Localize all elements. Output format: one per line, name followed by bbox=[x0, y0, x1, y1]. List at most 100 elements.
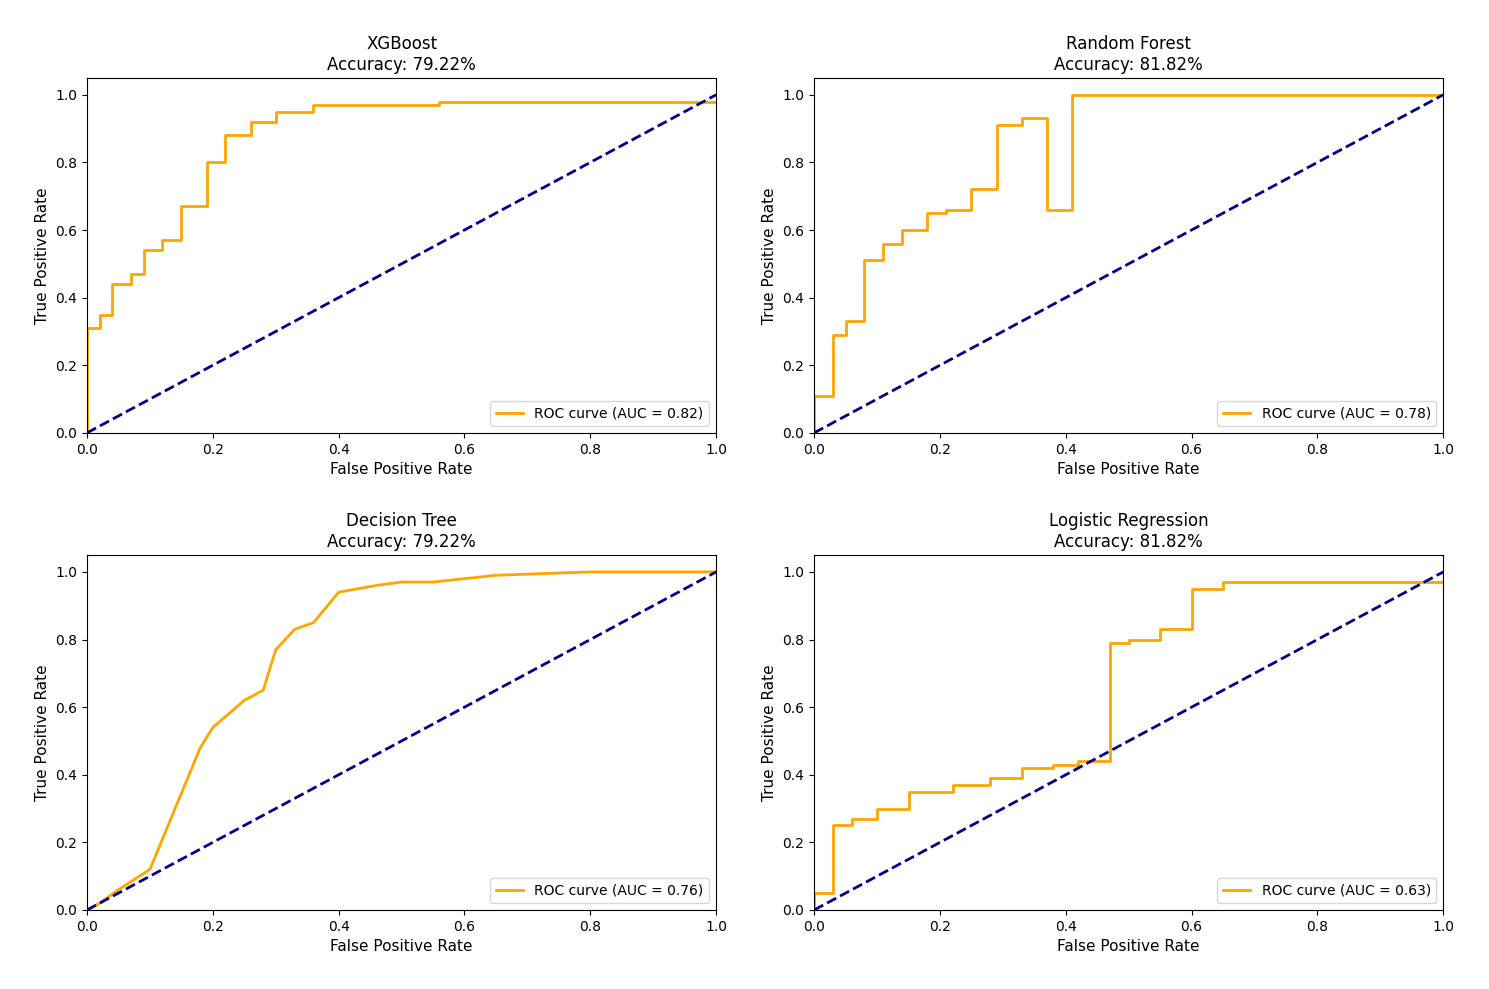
ROC curve (AUC = 0.63) bbox=[1182, 583, 1200, 594]
ROC curve (AUC = 0.78) bbox=[837, 315, 855, 327]
ROC curve (AUC = 0.78) bbox=[893, 225, 911, 236]
Title: Logistic Regression
Accuracy: 81.82%: Logistic Regression Accuracy: 81.82% bbox=[1048, 512, 1209, 551]
ROC curve (AUC = 0.63) bbox=[1100, 637, 1118, 649]
ROC curve (AUC = 0.82) bbox=[481, 96, 499, 108]
Line: ROC curve (AUC = 0.63): ROC curve (AUC = 0.63) bbox=[814, 583, 1443, 910]
ROC curve (AUC = 0.82) bbox=[91, 309, 109, 320]
ROC curve (AUC = 0.78) bbox=[1063, 89, 1081, 101]
ROC curve (AUC = 0.76) bbox=[141, 863, 159, 875]
ROC curve (AUC = 0.63) bbox=[1434, 577, 1452, 588]
X-axis label: False Positive Rate: False Positive Rate bbox=[331, 462, 474, 477]
ROC curve (AUC = 0.63) bbox=[899, 803, 917, 815]
ROC curve (AUC = 0.78) bbox=[937, 207, 954, 219]
ROC curve (AUC = 0.63) bbox=[1013, 772, 1030, 784]
ROC curve (AUC = 0.82) bbox=[481, 96, 499, 108]
ROC curve (AUC = 0.78) bbox=[1038, 204, 1056, 216]
ROC curve (AUC = 0.63) bbox=[981, 772, 999, 784]
X-axis label: False Positive Rate: False Positive Rate bbox=[1057, 462, 1200, 477]
ROC curve (AUC = 0.63) bbox=[1120, 634, 1138, 646]
Y-axis label: True Positive Rate: True Positive Rate bbox=[762, 187, 777, 323]
ROC curve (AUC = 0.82) bbox=[122, 268, 140, 280]
ROC curve (AUC = 0.76) bbox=[267, 644, 284, 656]
ROC curve (AUC = 0.76) bbox=[235, 694, 253, 706]
ROC curve (AUC = 0.63) bbox=[1069, 756, 1087, 767]
ROC curve (AUC = 0.76) bbox=[91, 897, 109, 909]
ROC curve (AUC = 0.78) bbox=[823, 329, 841, 341]
Legend: ROC curve (AUC = 0.76): ROC curve (AUC = 0.76) bbox=[490, 878, 709, 903]
ROC curve (AUC = 0.76) bbox=[581, 566, 599, 578]
ROC curve (AUC = 0.63) bbox=[1151, 634, 1169, 646]
ROC curve (AUC = 0.82) bbox=[153, 234, 171, 246]
ROC curve (AUC = 0.78) bbox=[874, 254, 892, 266]
ROC curve (AUC = 0.76) bbox=[191, 742, 208, 754]
ROC curve (AUC = 0.82) bbox=[153, 244, 171, 256]
ROC curve (AUC = 0.63) bbox=[843, 820, 861, 832]
Y-axis label: True Positive Rate: True Positive Rate bbox=[34, 665, 49, 801]
ROC curve (AUC = 0.63) bbox=[868, 803, 886, 815]
ROC curve (AUC = 0.78) bbox=[823, 390, 841, 402]
ROC curve (AUC = 0.63) bbox=[1151, 623, 1169, 635]
ROC curve (AUC = 0.78) bbox=[962, 184, 980, 196]
ROC curve (AUC = 0.76) bbox=[204, 722, 222, 734]
ROC curve (AUC = 0.76) bbox=[305, 617, 323, 629]
ROC curve (AUC = 0.78) bbox=[806, 390, 823, 402]
ROC curve (AUC = 0.82) bbox=[430, 96, 448, 108]
ROC curve (AUC = 0.82) bbox=[91, 322, 109, 334]
ROC curve (AUC = 0.82) bbox=[198, 201, 216, 213]
ROC curve (AUC = 0.82) bbox=[77, 322, 95, 334]
Legend: ROC curve (AUC = 0.63): ROC curve (AUC = 0.63) bbox=[1217, 878, 1437, 903]
Title: Random Forest
Accuracy: 81.82%: Random Forest Accuracy: 81.82% bbox=[1054, 35, 1203, 73]
ROC curve (AUC = 0.78) bbox=[919, 207, 937, 219]
ROC curve (AUC = 0.63) bbox=[868, 813, 886, 825]
ROC curve (AUC = 0.63) bbox=[899, 785, 917, 797]
ROC curve (AUC = 0.82) bbox=[134, 244, 152, 256]
Line: ROC curve (AUC = 0.78): ROC curve (AUC = 0.78) bbox=[814, 95, 1443, 433]
ROC curve (AUC = 0.63) bbox=[806, 887, 823, 899]
ROC curve (AUC = 0.76) bbox=[348, 583, 366, 594]
ROC curve (AUC = 0.76) bbox=[487, 570, 505, 582]
ROC curve (AUC = 0.76) bbox=[255, 684, 272, 696]
ROC curve (AUC = 0.63) bbox=[1120, 637, 1138, 649]
ROC curve (AUC = 0.78) bbox=[856, 315, 874, 327]
ROC curve (AUC = 0.78) bbox=[1038, 113, 1056, 125]
ROC curve (AUC = 0.82) bbox=[173, 201, 191, 213]
ROC curve (AUC = 0.78) bbox=[856, 254, 874, 266]
ROC curve (AUC = 0.76) bbox=[286, 623, 304, 635]
Legend: ROC curve (AUC = 0.78): ROC curve (AUC = 0.78) bbox=[1217, 401, 1437, 426]
ROC curve (AUC = 0.63) bbox=[843, 813, 861, 825]
ROC curve (AUC = 0.76) bbox=[424, 577, 442, 588]
Y-axis label: True Positive Rate: True Positive Rate bbox=[34, 187, 49, 323]
ROC curve (AUC = 0.82) bbox=[216, 130, 234, 141]
ROC curve (AUC = 0.63) bbox=[823, 887, 841, 899]
ROC curve (AUC = 0.63) bbox=[1100, 756, 1118, 767]
ROC curve (AUC = 0.82) bbox=[430, 99, 448, 111]
ROC curve (AUC = 0.82) bbox=[134, 268, 152, 280]
ROC curve (AUC = 0.63) bbox=[1214, 577, 1231, 588]
ROC curve (AUC = 0.76) bbox=[393, 577, 411, 588]
X-axis label: False Positive Rate: False Positive Rate bbox=[1057, 940, 1200, 954]
ROC curve (AUC = 0.76) bbox=[707, 566, 725, 578]
ROC curve (AUC = 0.82) bbox=[216, 156, 234, 168]
ROC curve (AUC = 0.82) bbox=[241, 130, 259, 141]
ROC curve (AUC = 0.78) bbox=[937, 204, 954, 216]
ROC curve (AUC = 0.63) bbox=[806, 904, 823, 916]
ROC curve (AUC = 0.78) bbox=[1202, 89, 1219, 101]
Title: XGBoost
Accuracy: 79.22%: XGBoost Accuracy: 79.22% bbox=[328, 35, 476, 73]
ROC curve (AUC = 0.78) bbox=[987, 184, 1005, 196]
ROC curve (AUC = 0.63) bbox=[1044, 759, 1062, 770]
ROC curve (AUC = 0.82) bbox=[103, 309, 121, 320]
Line: ROC curve (AUC = 0.82): ROC curve (AUC = 0.82) bbox=[86, 102, 716, 433]
ROC curve (AUC = 0.82) bbox=[173, 234, 191, 246]
ROC curve (AUC = 0.63) bbox=[1044, 763, 1062, 774]
Title: Decision Tree
Accuracy: 79.22%: Decision Tree Accuracy: 79.22% bbox=[328, 512, 476, 551]
ROC curve (AUC = 0.63) bbox=[1013, 763, 1030, 774]
ROC curve (AUC = 0.82) bbox=[267, 116, 284, 128]
ROC curve (AUC = 0.82) bbox=[305, 106, 323, 118]
ROC curve (AUC = 0.82) bbox=[103, 278, 121, 290]
ROC curve (AUC = 0.82) bbox=[267, 106, 284, 118]
Line: ROC curve (AUC = 0.76): ROC curve (AUC = 0.76) bbox=[86, 572, 716, 910]
ROC curve (AUC = 0.78) bbox=[837, 329, 855, 341]
ROC curve (AUC = 0.63) bbox=[981, 779, 999, 791]
ROC curve (AUC = 0.78) bbox=[1013, 113, 1030, 125]
ROC curve (AUC = 0.82) bbox=[198, 156, 216, 168]
